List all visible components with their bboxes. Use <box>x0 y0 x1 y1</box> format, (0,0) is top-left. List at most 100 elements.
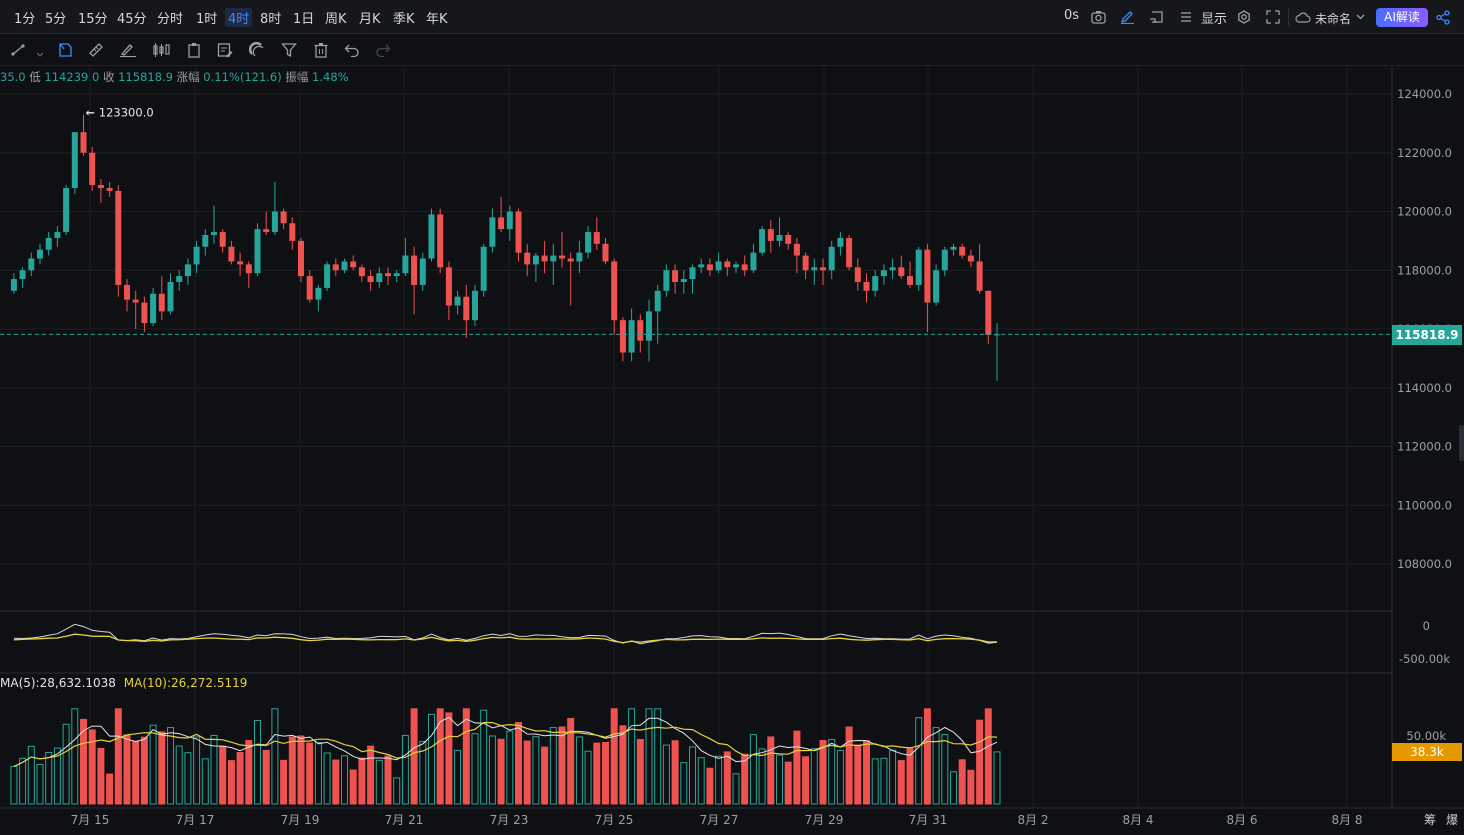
divider <box>1288 8 1289 26</box>
timeframe-6[interactable]: 4时 <box>225 8 253 27</box>
price-tick-7: 110000.0 <box>1397 498 1452 512</box>
cloud-icon[interactable] <box>1295 11 1311 23</box>
trash-icon[interactable] <box>313 42 329 58</box>
undo-icon[interactable] <box>344 43 360 57</box>
settings-icon[interactable] <box>1237 10 1251 24</box>
candle-body <box>428 214 435 259</box>
clipboard-icon[interactable] <box>187 42 201 58</box>
volume-bar <box>767 736 775 805</box>
volume-bar <box>419 741 427 805</box>
volume-bar <box>636 739 644 805</box>
timeframe-1[interactable]: 5分 <box>45 12 67 27</box>
volume-bar <box>967 769 975 805</box>
candle-body <box>350 261 357 268</box>
volume-bar <box>410 708 418 805</box>
ai-analysis-button[interactable]: AI解读 <box>1376 8 1428 27</box>
volume-bar <box>210 734 218 805</box>
candle-body <box>706 264 713 271</box>
share-icon[interactable] <box>1436 10 1451 25</box>
magnet-icon[interactable] <box>249 42 265 58</box>
timeframe-10[interactable]: 月K <box>359 12 381 27</box>
candle-body <box>63 188 70 233</box>
volume-bar <box>923 708 931 805</box>
brush-icon[interactable] <box>119 42 137 58</box>
candle-body <box>820 267 826 271</box>
volume-bar <box>993 751 1001 805</box>
volume-bar <box>697 757 705 805</box>
timeframe-2[interactable]: 15分 <box>78 12 108 27</box>
volume-bar <box>349 769 357 805</box>
indicator-tick-1: -500.00k <box>1399 652 1450 666</box>
redo-icon[interactable] <box>375 43 391 57</box>
volume-bar <box>123 734 131 805</box>
candle-body <box>619 320 626 353</box>
pen-icon[interactable] <box>1120 10 1135 24</box>
candle-body <box>793 243 800 256</box>
volume-bar <box>80 718 87 805</box>
candle-body <box>907 276 913 285</box>
date-tick-5: 7月 25 <box>595 813 634 827</box>
timeframe-9[interactable]: 周K <box>325 12 347 27</box>
filter-icon[interactable] <box>281 42 297 58</box>
volume-bar <box>863 740 870 805</box>
volume-bar <box>558 726 566 805</box>
timeframe-3[interactable]: 45分 <box>117 12 147 27</box>
volume-bar <box>114 708 122 805</box>
layout-name[interactable]: 未命名 <box>1315 12 1352 26</box>
candle-body <box>228 246 235 262</box>
change-value: 0.11%(121.6) <box>203 70 282 84</box>
volume-bar <box>880 757 888 805</box>
timeframe-8[interactable]: 1日 <box>293 12 315 27</box>
chevron-down-icon[interactable] <box>36 43 44 57</box>
change-label: 涨幅 <box>176 70 200 84</box>
volume-bar <box>167 727 174 805</box>
candle-type-icon[interactable] <box>152 42 170 58</box>
candle-body <box>402 255 409 274</box>
candle-body <box>263 229 270 233</box>
timeframe-4[interactable]: 分时 <box>157 12 184 27</box>
candle-body <box>950 246 957 250</box>
fullscreen-icon[interactable] <box>1266 10 1280 24</box>
select-icon[interactable] <box>58 42 73 58</box>
candle-body <box>463 296 470 321</box>
candle-body <box>776 235 783 241</box>
volume-bar <box>323 752 331 805</box>
candle-body <box>280 211 287 224</box>
ruler-icon[interactable] <box>88 42 104 58</box>
candle-body <box>959 246 966 256</box>
volume-bar <box>341 755 348 805</box>
camera-icon[interactable] <box>1091 10 1106 24</box>
candle-body <box>167 282 174 312</box>
candle-body <box>54 232 61 238</box>
side-panel-handle[interactable] <box>1459 425 1464 461</box>
timeframe-0[interactable]: 1分 <box>14 12 36 27</box>
candle-body <box>802 255 809 271</box>
candle-body <box>211 232 217 235</box>
amplitude-value: 1.48% <box>312 70 349 84</box>
timeframe-5[interactable]: 1时 <box>196 12 218 27</box>
window-icon[interactable] <box>1149 10 1164 24</box>
candle-body <box>611 261 618 321</box>
price-tick-1: 122000.0 <box>1397 146 1452 160</box>
timeframe-7[interactable]: 8时 <box>260 12 282 27</box>
candle-body <box>585 232 592 253</box>
note-icon[interactable] <box>217 42 233 58</box>
volume-bar <box>358 757 366 805</box>
chevron-down-icon[interactable] <box>1356 13 1365 21</box>
candle-body <box>445 267 452 306</box>
volume-bar <box>271 708 279 805</box>
bottom-right-label-1: 爆 <box>1446 813 1458 827</box>
volume-bar <box>454 749 462 805</box>
line-tool-icon[interactable] <box>10 43 26 57</box>
timeframe-12[interactable]: 年K <box>426 12 448 27</box>
volume-bar <box>45 751 53 805</box>
price-tick-6: 112000.0 <box>1397 440 1452 454</box>
volume-ma5-line <box>13 716 998 767</box>
interval-label[interactable]: 0s <box>1064 8 1080 23</box>
list-icon[interactable] <box>1178 10 1192 24</box>
display-menu[interactable]: 显示 <box>1201 12 1228 27</box>
candle-body <box>872 276 879 291</box>
volume-bar <box>567 717 575 805</box>
timeframe-11[interactable]: 季K <box>393 12 415 27</box>
